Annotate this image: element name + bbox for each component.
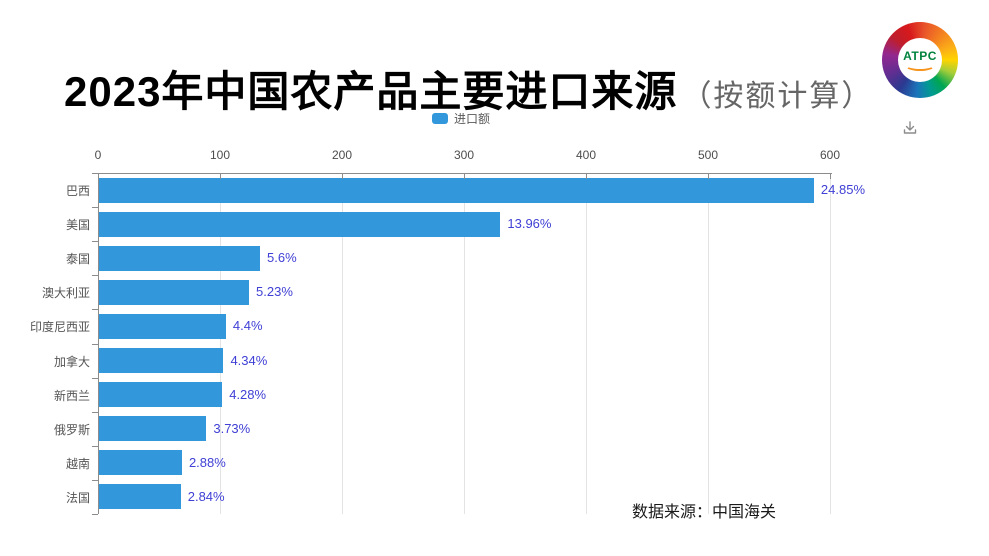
gridline-100 xyxy=(220,173,221,514)
value-label-法国: 2.84% xyxy=(187,488,225,504)
atpc-logo-text: ATPC xyxy=(903,48,937,63)
bar-澳大利亚[interactable] xyxy=(99,279,250,305)
category-label-法国: 法国 xyxy=(65,490,90,505)
y-axis-tick xyxy=(92,377,98,379)
y-axis-tick xyxy=(92,173,98,174)
category-label-加拿大: 加拿大 xyxy=(53,354,90,369)
x-axis-tick-300 xyxy=(464,173,465,179)
x-axis-tick-label: 300 xyxy=(453,148,475,162)
gridline-400 xyxy=(586,173,587,514)
value-label-加拿大: 4.34% xyxy=(230,352,268,368)
bar-巴西[interactable] xyxy=(99,177,814,203)
x-axis-tick-500 xyxy=(708,173,709,179)
y-axis-tick xyxy=(92,445,98,447)
bar-加拿大[interactable] xyxy=(99,348,224,374)
x-axis-tick-label: 400 xyxy=(575,148,597,162)
page-title: 2023年中国农产品主要进口来源 （按额计算） xyxy=(64,58,873,119)
chart-title: 2023年中国农产品主要进口来源 xyxy=(64,68,678,115)
category-label-越南: 越南 xyxy=(65,456,90,471)
value-label-俄罗斯: 3.73% xyxy=(213,420,251,436)
x-axis-tick-label: 200 xyxy=(331,148,353,162)
x-axis-tick-200 xyxy=(342,173,343,179)
bar-印度尼西亚[interactable] xyxy=(99,313,226,339)
x-axis-tick-label: 0 xyxy=(94,148,102,162)
category-label-新西兰: 新西兰 xyxy=(53,388,90,403)
value-label-巴西: 24.85% xyxy=(820,182,865,198)
y-axis-tick xyxy=(92,309,98,311)
legend-label: 进口额 xyxy=(454,112,491,126)
plot-area: 0 100 200 300 400 500 600 巴西 24.85% 美国 13.96% 泰国 5.6… xyxy=(30,148,865,515)
gridline-500 xyxy=(708,173,709,514)
x-axis-line xyxy=(98,173,832,174)
category-label-巴西: 巴西 xyxy=(65,184,90,199)
data-source-note: 数据来源：中国海关 xyxy=(632,504,777,521)
value-label-澳大利亚: 5.23% xyxy=(256,284,293,300)
bar-越南[interactable] xyxy=(99,450,182,476)
value-label-越南: 2.88% xyxy=(188,454,226,470)
x-axis-tick-400 xyxy=(586,173,587,179)
download-icon[interactable] xyxy=(901,119,919,137)
category-label-印度尼西亚: 印度尼西亚 xyxy=(29,320,90,335)
x-axis-tick-label: 600 xyxy=(819,148,841,162)
value-label-美国: 13.96% xyxy=(507,216,552,232)
y-axis-tick xyxy=(92,411,98,413)
x-axis-tick-0 xyxy=(98,173,99,179)
atpc-logo: ATPC xyxy=(882,22,958,98)
gridline-200 xyxy=(342,173,343,514)
category-label-俄罗斯: 俄罗斯 xyxy=(53,422,90,437)
x-axis-tick-100 xyxy=(220,173,221,179)
value-label-新西兰: 4.28% xyxy=(229,386,267,402)
bar-泰国[interactable] xyxy=(99,245,261,271)
y-axis-tick xyxy=(92,514,98,515)
bar-美国[interactable] xyxy=(99,211,501,237)
value-label-泰国: 5.6% xyxy=(267,250,297,266)
category-label-泰国: 泰国 xyxy=(65,252,90,267)
bar-新西兰[interactable] xyxy=(99,382,223,408)
legend-item-import-value[interactable]: 进口额 xyxy=(432,110,490,127)
value-label-印度尼西亚: 4.4% xyxy=(232,318,263,334)
bar-俄罗斯[interactable] xyxy=(99,416,207,442)
y-axis-tick xyxy=(92,479,98,481)
legend-swatch xyxy=(432,113,448,124)
x-axis-tick-label: 100 xyxy=(209,148,231,162)
x-axis-tick-label: 500 xyxy=(697,148,719,162)
chart-subtitle: （按额计算） xyxy=(681,80,874,113)
category-label-美国: 美国 xyxy=(65,218,90,233)
y-axis-line xyxy=(98,173,99,514)
x-axis-tick-600 xyxy=(830,173,831,179)
gridline-600 xyxy=(830,173,831,514)
atpc-logo-arc xyxy=(905,60,935,71)
y-axis-tick xyxy=(92,275,98,277)
y-axis-tick xyxy=(92,241,98,243)
bar-法国[interactable] xyxy=(99,484,181,510)
atpc-logo-center: ATPC xyxy=(898,38,942,82)
y-axis-tick xyxy=(92,343,98,345)
y-axis-tick xyxy=(92,207,98,209)
category-label-澳大利亚: 澳大利亚 xyxy=(41,286,90,301)
gridline-300 xyxy=(464,173,465,514)
